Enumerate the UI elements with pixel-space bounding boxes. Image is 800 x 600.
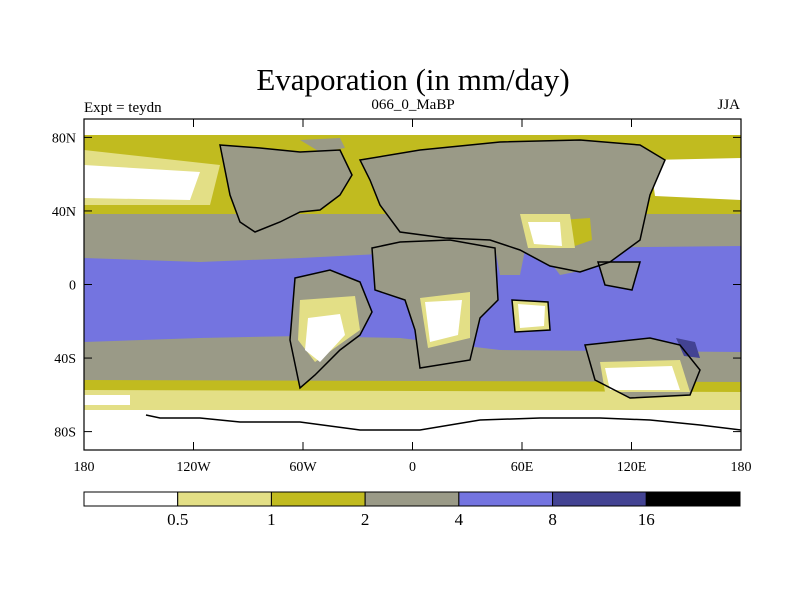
colorbar-label-3: 4 — [455, 510, 464, 529]
x-tick-label-5: 120E — [617, 460, 647, 475]
colorbar-box-4 — [458, 491, 554, 507]
experiment-label: Expt = teydn — [84, 100, 162, 116]
y-tick-label-0: 80N — [52, 131, 76, 146]
colorbar-box-6 — [645, 491, 741, 507]
colorbar: 0.5 1 2 4 8 16 — [83, 491, 741, 529]
colorbar-label-0: 0.5 — [167, 510, 188, 529]
x-tick-label-3: 0 — [409, 460, 416, 475]
x-tick-label-0: 180 — [74, 460, 95, 475]
colorbar-box-0 — [83, 491, 179, 507]
x-axis: 180 120W 60W 0 60E 120E 180 — [74, 119, 752, 475]
x-tick-label-2: 60W — [289, 460, 317, 475]
x-tick-label-4: 60E — [511, 460, 534, 475]
colorbar-box-5 — [552, 491, 647, 507]
y-tick-label-4: 80S — [54, 426, 76, 441]
colorbar-label-5: 16 — [638, 510, 655, 529]
colorbar-box-1 — [177, 491, 272, 507]
colorbar-label-4: 8 — [548, 510, 557, 529]
colorbar-box-3 — [364, 491, 460, 507]
colorbar-label-1: 1 — [267, 510, 276, 529]
y-tick-label-3: 40S — [54, 352, 76, 367]
evaporation-field — [84, 119, 741, 450]
season-label: JJA — [717, 97, 740, 113]
colorbar-label-2: 2 — [361, 510, 370, 529]
y-tick-label-2: 0 — [69, 279, 76, 294]
chart-title: Evaporation (in mm/day) — [256, 62, 570, 97]
y-axis: 80N 40N 0 40S 80S — [52, 131, 741, 441]
x-tick-label-1: 120W — [176, 460, 211, 475]
colorbar-box-2 — [270, 491, 366, 507]
x-tick-label-6: 180 — [731, 460, 752, 475]
coastlines — [145, 139, 741, 431]
y-tick-label-1: 40N — [52, 205, 76, 220]
time-label: 066_0_MaBP — [371, 97, 455, 113]
